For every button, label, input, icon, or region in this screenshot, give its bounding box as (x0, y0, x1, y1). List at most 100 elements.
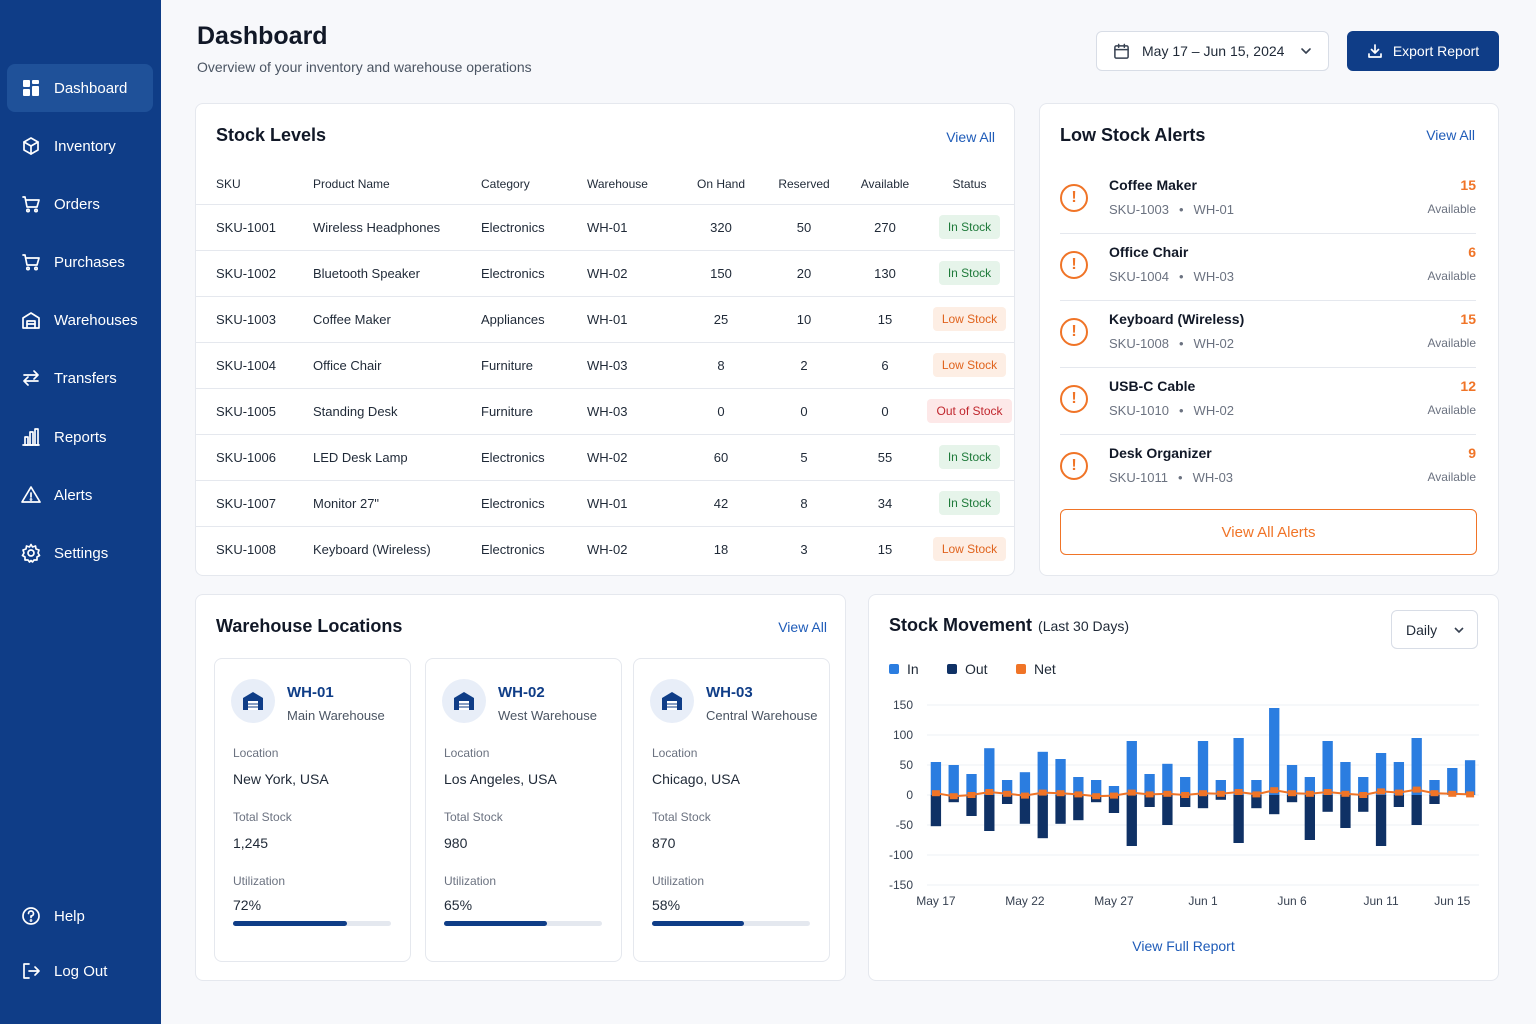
cell-on-hand: 8 (679, 342, 763, 389)
warehouse-view-all[interactable]: View All (778, 619, 827, 635)
date-range-picker[interactable]: May 17 – Jun 15, 2024 (1096, 31, 1329, 71)
cell-available: 15 (845, 296, 925, 343)
bar-in (1197, 741, 1209, 795)
sidebar-item-settings[interactable]: Settings (7, 529, 153, 577)
cell-name: Coffee Maker (313, 296, 481, 343)
net-point (1359, 792, 1368, 798)
stock-levels-view-all[interactable]: View All (946, 129, 995, 145)
x-tick-label: Jun 6 (1277, 894, 1307, 908)
sidebar-item-transfers[interactable]: Transfers (7, 354, 153, 402)
column-header[interactable]: Status (925, 164, 1014, 205)
stock-levels-card: Stock Levels View All SKU Product Name C… (195, 103, 1015, 576)
alert-item[interactable]: ! USB-C Cable SKU-1010 • WH-02 12 Availabl… (1060, 368, 1476, 435)
net-point (1234, 789, 1243, 795)
alert-warehouse: WH-02 (1193, 336, 1234, 351)
alert-quantity: 12 (1460, 378, 1476, 394)
alert-product-name: Coffee Maker (1109, 177, 1197, 193)
column-header[interactable]: Available (845, 164, 925, 205)
cell-reserved: 0 (763, 388, 845, 435)
location-label: Location (652, 746, 698, 760)
cell-on-hand: 25 (679, 296, 763, 343)
gear-icon (21, 543, 41, 563)
column-header[interactable]: SKU (196, 164, 313, 205)
logout-link[interactable]: Log Out (7, 947, 153, 995)
export-report-button[interactable]: Export Report (1347, 31, 1499, 71)
alert-item[interactable]: ! Coffee Maker SKU-1003 • WH-01 15 Availab… (1060, 167, 1476, 234)
net-point (967, 792, 976, 798)
bar-in (1090, 780, 1102, 795)
page-title: Dashboard (197, 22, 328, 50)
column-header[interactable]: Reserved (763, 164, 845, 205)
table-row[interactable]: SKU-1001 Wireless Headphones Electronics WH… (196, 204, 1014, 251)
period-select[interactable]: Daily (1391, 610, 1478, 649)
status-badge: In Stock (938, 491, 1001, 515)
net-point (1377, 788, 1386, 795)
alert-item[interactable]: ! Desk Organizer SKU-1011 • WH-03 9 Availa… (1060, 435, 1476, 502)
sidebar-item-orders[interactable]: Orders (7, 180, 153, 228)
view-full-report-link[interactable]: View Full Report (869, 938, 1498, 954)
x-tick-label: Jun 15 (1434, 894, 1470, 908)
warehouse-card[interactable]: WH-03 Central Warehouse Location Chicago… (633, 658, 830, 962)
x-tick-label: May 17 (916, 894, 956, 908)
alert-quantity-label: Available (1427, 470, 1476, 484)
cell-status: Low Stock (925, 526, 1014, 572)
column-header[interactable]: Warehouse (587, 164, 679, 205)
column-header[interactable]: Category (481, 164, 587, 205)
column-header[interactable]: On Hand (679, 164, 763, 205)
net-point (1430, 790, 1439, 797)
sidebar-item-reports[interactable]: Reports (7, 413, 153, 461)
cell-on-hand: 18 (713, 541, 729, 557)
net-point (985, 789, 994, 795)
cell-available: 0 (845, 388, 925, 435)
utilization-label: Utilization (444, 874, 497, 888)
utilization-label: Utilization (233, 874, 286, 888)
cell-reserved: 8 (763, 480, 845, 527)
warehouse-code: WH-01 (287, 684, 334, 701)
cell-warehouse: WH-02 (587, 250, 679, 297)
view-all-alerts-button[interactable]: View All Alerts (1060, 509, 1477, 555)
table-row[interactable]: SKU-1006 LED Desk Lamp Electronics WH-02 60 5… (196, 434, 1014, 481)
cell-available: 55 (845, 434, 925, 481)
view-full-report-label: View Full Report (1132, 938, 1235, 954)
status-badge: In Stock (938, 215, 1001, 239)
warehouse-card[interactable]: WH-02 West Warehouse Location Los Angele… (425, 658, 622, 962)
bar-out (1197, 795, 1209, 809)
separator-dot: • (1178, 403, 1184, 418)
sidebar-item-alerts[interactable]: Alerts (7, 471, 153, 519)
warehouse-code: WH-02 (498, 684, 545, 701)
table-row[interactable]: SKU-1004 Office Chair Furniture WH-03 8 2 6 Low… (196, 342, 1014, 389)
table-row[interactable]: SKU-1008 Keyboard (Wireless) Electronics WH… (196, 526, 1014, 572)
cell-name: Wireless Headphones (313, 204, 481, 251)
alert-quantity-label: Available (1427, 269, 1476, 283)
help-link[interactable]: Help (7, 892, 153, 940)
table-row[interactable]: SKU-1002 Bluetooth Speaker Electronics WH-0… (196, 250, 1014, 297)
table-row[interactable]: SKU-1005 Standing Desk Furniture WH-03 0 0 0 Ou… (196, 388, 1014, 435)
table-row[interactable]: SKU-1003 Coffee Maker Appliances WH-01 25 10 1… (196, 296, 1014, 343)
column-header[interactable]: Product Name (313, 164, 481, 205)
bar-out (1180, 795, 1191, 807)
bar-in (1464, 760, 1476, 795)
warehouse-card[interactable]: WH-01 Main Warehouse Location New York, … (214, 658, 411, 962)
alert-item[interactable]: ! Office Chair SKU-1004 • WH-03 6 Availabl… (1060, 234, 1476, 301)
table-row[interactable]: SKU-1007 Monitor 27" Electronics WH-01 42 8 34… (196, 480, 1014, 527)
cell-status: Out of Stock (925, 388, 1014, 435)
net-point (1003, 790, 1012, 797)
alert-item[interactable]: ! Keyboard (Wireless) SKU-1008 • WH-02 15 … (1060, 301, 1476, 368)
sidebar-item-warehouses[interactable]: Warehouses (7, 296, 153, 344)
bar-out (1269, 795, 1280, 815)
alert-warehouse: WH-01 (1193, 202, 1234, 217)
utilization-bar (652, 921, 810, 926)
transfer-icon (21, 368, 41, 388)
alert-product-name: Office Chair (1109, 244, 1189, 260)
net-point (1305, 790, 1314, 797)
sidebar-item-inventory[interactable]: Inventory (7, 122, 153, 170)
legend-swatch-net (1016, 664, 1026, 674)
sidebar-item-purchases[interactable]: Purchases (7, 238, 153, 286)
warehouse-locations-title: Warehouse Locations (216, 616, 403, 636)
sidebar-item-dashboard[interactable]: Dashboard (7, 64, 153, 112)
utilization-label: Utilization (652, 874, 705, 888)
page-subtitle: Overview of your inventory and warehouse… (197, 59, 532, 75)
low-stock-view-all[interactable]: View All (1426, 127, 1475, 143)
sidebar-item-label: Inventory (54, 137, 116, 155)
bar-in (1162, 763, 1173, 795)
